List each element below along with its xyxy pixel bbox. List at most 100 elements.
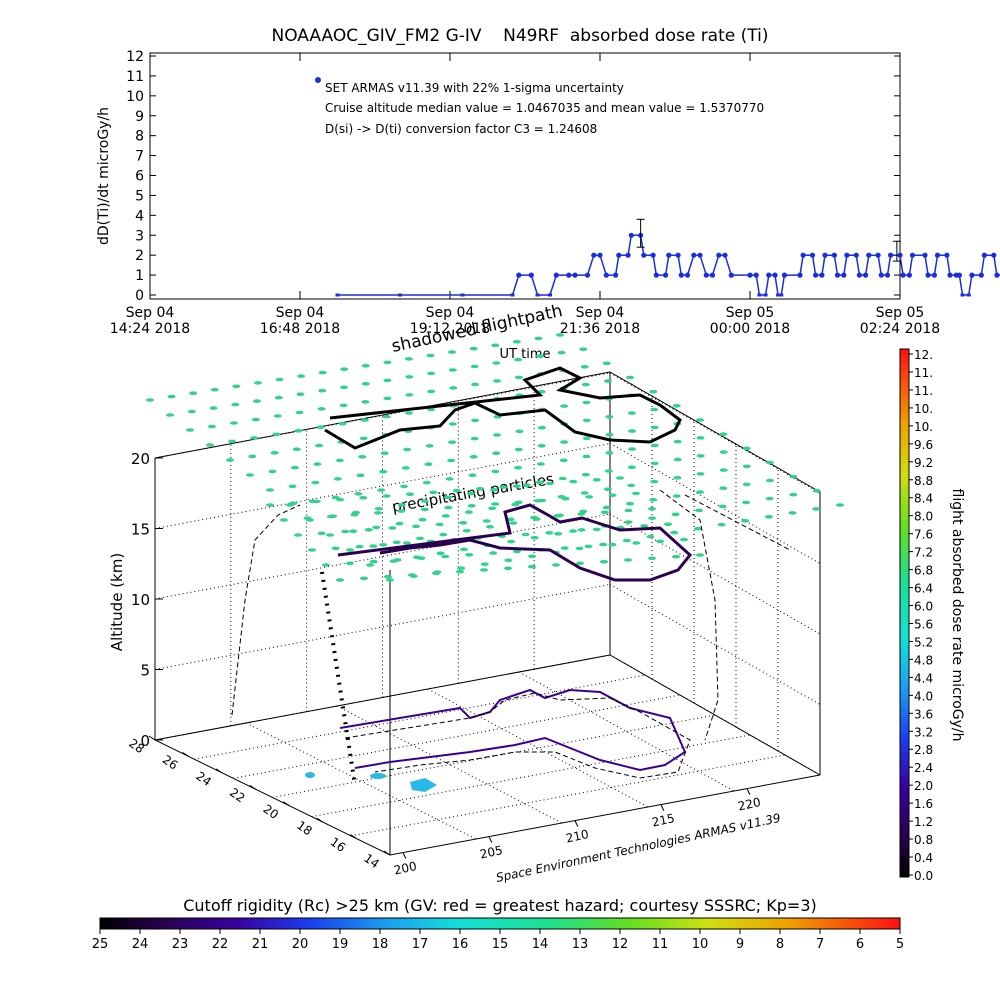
particle-dash: [447, 458, 456, 463]
particle-dash: [512, 484, 521, 488]
y-tick-label: 6: [135, 169, 144, 185]
data-point: [981, 252, 988, 258]
particle-dash: [289, 501, 298, 506]
altitude-tick-label: 20: [131, 450, 150, 468]
data-point: [813, 272, 819, 278]
flight-track-ground-projection: [339, 688, 687, 772]
data-point: [906, 272, 913, 278]
particle-dash: [632, 491, 640, 496]
particle-dash: [530, 515, 538, 520]
y-tick-label: 2: [135, 248, 144, 264]
data-point: [757, 293, 762, 297]
rigidity-tick-label: 15: [492, 937, 509, 952]
data-point: [597, 252, 603, 258]
particle-dash: [622, 538, 631, 543]
data-point: [822, 252, 828, 258]
particle-dash: [360, 418, 369, 422]
particle-dash: [339, 403, 348, 408]
particle-dash: [603, 379, 612, 383]
latitude-tick: [350, 834, 357, 839]
particle-dash: [480, 568, 488, 572]
data-point: [925, 272, 931, 278]
particle-dash: [318, 370, 327, 375]
rigidity-tick-label: 14: [532, 937, 549, 952]
particle-dash: [317, 407, 326, 411]
particle-dash: [627, 411, 636, 415]
colorbar-tick-label: 5.2: [914, 635, 933, 649]
particle-dash: [248, 454, 257, 459]
particle-dash: [425, 444, 434, 448]
particle-dash: [561, 496, 570, 501]
particle-dash: [576, 561, 584, 566]
particle-dash: [603, 487, 612, 492]
colorbar-tick-label: 7.6: [914, 528, 933, 542]
colorbar-tick-label: 8.8: [914, 474, 933, 488]
rigidity-tick-label: 8: [776, 937, 784, 952]
particle-dash: [649, 389, 658, 394]
particle-dash: [401, 466, 410, 470]
latitude-tick: [148, 735, 156, 741]
particle-dash: [812, 489, 821, 493]
particle-dash: [460, 547, 468, 552]
x-tick-day: Sep 04: [576, 305, 625, 321]
dose-rate-colorbar-label: flight absorbed dose rate microGy/h: [949, 489, 965, 742]
particle-dash: [167, 394, 176, 399]
data-point: [978, 272, 984, 278]
y-tick-label: 3: [135, 228, 144, 244]
particle-dash: [444, 505, 453, 510]
y-tick-label: 1: [135, 268, 144, 284]
particle-dash: [384, 574, 392, 579]
particle-dash: [504, 566, 512, 571]
rigidity-tick-label: 10: [692, 937, 709, 952]
particle-dash: [514, 465, 523, 470]
data-point: [584, 272, 591, 278]
particle-dash: [509, 521, 518, 525]
particle-dash: [303, 516, 312, 520]
particle-dash: [448, 422, 457, 426]
particle-dash: [250, 436, 259, 440]
grid-line: [609, 654, 821, 776]
particle-dash: [468, 473, 477, 478]
x-tick-time: 21:36 2018: [560, 321, 640, 337]
altitude-tick-label: 5: [140, 662, 150, 680]
particle-dash: [397, 509, 406, 513]
particle-dash: [326, 514, 335, 519]
particle-dash: [546, 481, 554, 486]
colorbar-tick-label: 5.6: [914, 617, 933, 631]
particle-dash: [312, 499, 321, 504]
particle-dash: [605, 432, 614, 437]
particle-dash: [462, 528, 471, 533]
data-point: [628, 232, 634, 238]
colorbar-tick-label: 9.6: [914, 438, 933, 452]
particle-dash: [670, 530, 679, 535]
latitude-tick: [316, 817, 324, 823]
particle-dash: [672, 404, 681, 408]
data-point: [572, 272, 578, 278]
particle-dash: [664, 522, 672, 526]
data-point: [856, 272, 863, 278]
particle-dash: [557, 350, 566, 355]
x-tick-time: 19:12 2018: [410, 321, 490, 337]
series-line: [337, 234, 1000, 296]
particle-dash: [340, 367, 349, 372]
particle-dash: [535, 354, 544, 358]
particle-dash: [469, 455, 478, 459]
particle-dash: [492, 451, 501, 456]
particle-dash: [206, 443, 214, 447]
cutoff-rigidity-colorbar: [99, 917, 901, 930]
data-point: [722, 252, 728, 258]
particle-dash: [358, 455, 367, 459]
particle-dash: [146, 398, 154, 402]
particle-dash: [493, 433, 501, 437]
particle-dash: [491, 343, 500, 348]
data-point: [591, 252, 597, 258]
top-y-axis-label: dD(Ti)/dt microGy/h: [96, 107, 112, 245]
altitude-tick-label: 10: [131, 591, 150, 609]
data-point: [603, 272, 609, 278]
rigidity-tick-label: 19: [332, 937, 349, 952]
particle-dash: [372, 525, 381, 530]
longitude-tick-label: 210: [565, 827, 590, 845]
particle-dash: [459, 521, 468, 525]
particle-dash: [499, 485, 508, 489]
particle-dash: [251, 417, 260, 422]
